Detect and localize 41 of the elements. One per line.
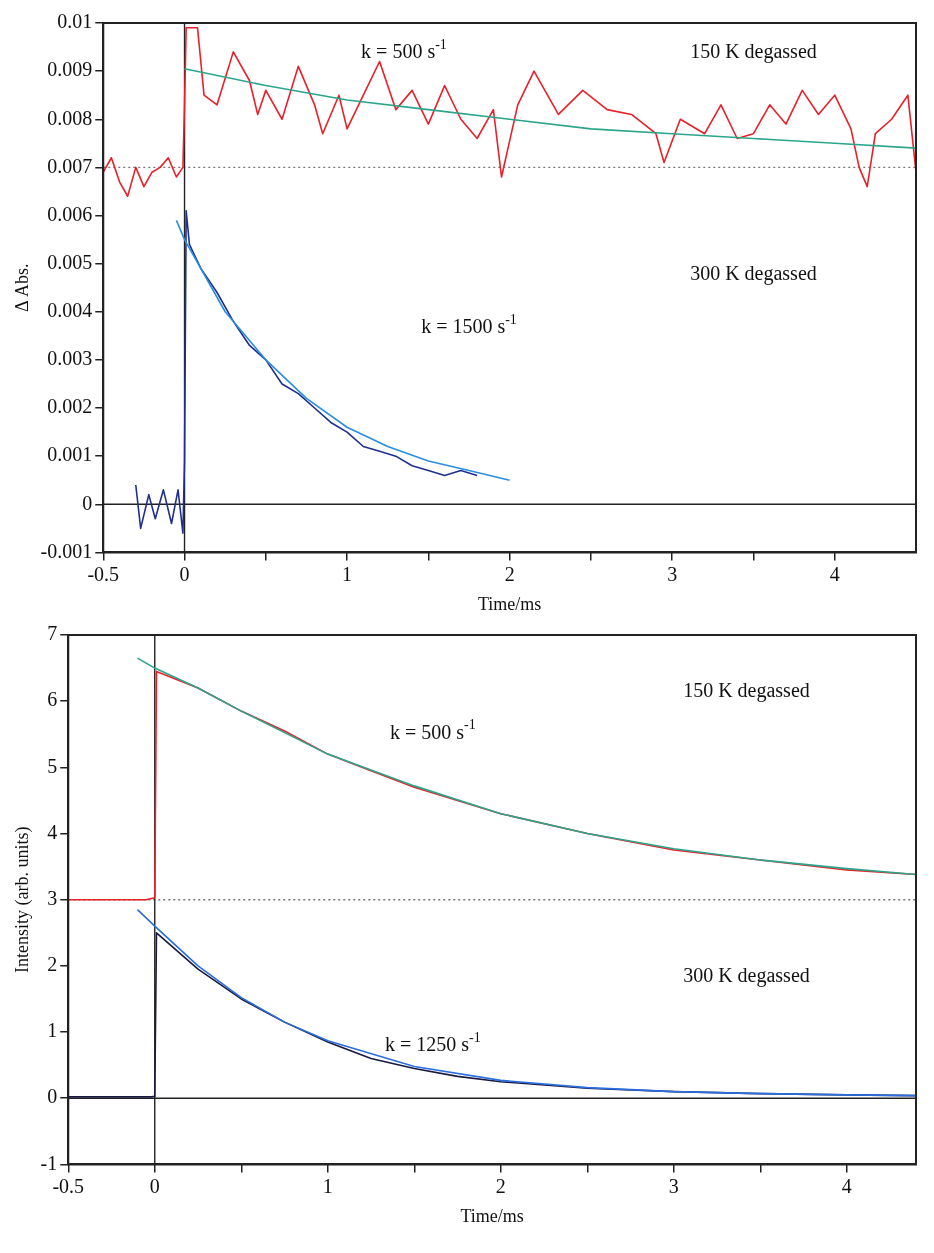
y-tick-label: 0.009 xyxy=(47,58,93,81)
y-tick-label: -1 xyxy=(40,1151,58,1174)
y-tick-label: 0.003 xyxy=(47,347,93,370)
x-tick-label: 1 xyxy=(342,562,353,585)
x-tick-label: 0 xyxy=(149,1174,160,1197)
y-tick-label: 1 xyxy=(47,1019,58,1042)
x-tick-label: 3 xyxy=(668,1174,679,1197)
x-tick-label: 4 xyxy=(841,1174,852,1197)
y-axis-title: Δ Abs. xyxy=(11,263,32,312)
y-tick-label: 0.01 xyxy=(57,10,93,33)
annotation: 300 K degassed xyxy=(683,964,810,988)
annotation: 300 K degassed xyxy=(690,262,817,286)
x-tick-label: 1 xyxy=(322,1174,333,1197)
x-tick-label: 2 xyxy=(495,1174,506,1197)
y-tick-label: 0.008 xyxy=(47,106,93,129)
y-tick-label: 3 xyxy=(47,886,58,909)
y-tick-label: -0.001 xyxy=(40,539,93,562)
x-axis-title: Time/ms xyxy=(460,1205,524,1226)
y-tick-label: 6 xyxy=(47,688,58,711)
x-tick-label: 4 xyxy=(829,562,840,585)
y-tick-label: 0.005 xyxy=(47,250,93,273)
annotation: 150 K degassed xyxy=(690,40,817,64)
y-tick-label: 0.006 xyxy=(47,202,93,225)
x-tick-label: 3 xyxy=(667,562,678,585)
x-tick-label: 2 xyxy=(504,562,515,585)
y-tick-label: 0.007 xyxy=(47,154,93,177)
y-tick-label: 0 xyxy=(82,491,93,514)
y-tick-label: 5 xyxy=(47,754,58,777)
y-tick-label: 0.002 xyxy=(47,395,93,418)
x-tick-label: 0 xyxy=(179,562,190,585)
x-tick-label: -0.5 xyxy=(87,562,120,585)
y-tick-label: 0.004 xyxy=(47,299,93,322)
x-axis-title: Time/ms xyxy=(477,593,542,614)
y-tick-label: 0.001 xyxy=(47,443,93,466)
y-tick-label: 0 xyxy=(47,1085,58,1108)
y-tick-label: 4 xyxy=(47,820,58,843)
y-tick-label: 2 xyxy=(47,953,58,976)
y-axis-title: Intensity (arb. units) xyxy=(11,826,33,973)
x-tick-label: -0.5 xyxy=(52,1174,85,1197)
y-tick-label: 7 xyxy=(47,622,58,645)
annotation: 150 K degassed xyxy=(683,678,810,702)
